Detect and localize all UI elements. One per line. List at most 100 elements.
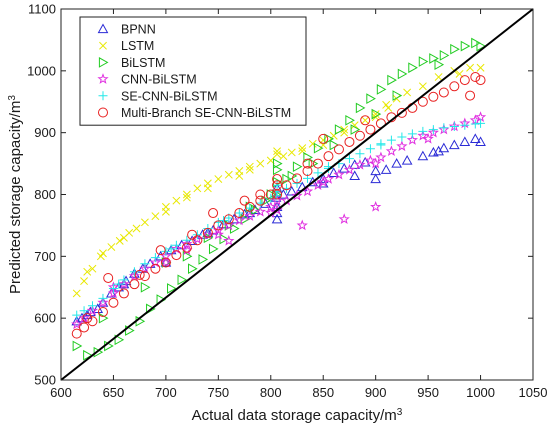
data-point [334,124,345,135]
data-point [235,171,244,180]
data-point [140,218,149,227]
legend-marker [98,91,108,101]
data-point [87,301,97,311]
data-point [198,254,209,265]
data-point [470,72,481,83]
data-point [427,126,440,138]
data-point [439,123,449,133]
data-point [208,208,219,219]
data-point [350,124,361,135]
data-point [333,144,344,155]
data-point [98,312,109,324]
data-point [97,297,109,307]
y-axis-ticks: 500 600 700 800 900 1000 1100 [27,2,533,388]
data-point [223,214,234,225]
x-axis-label-text: Actual data storage capacity/m [192,407,397,424]
data-point [273,147,282,156]
data-point [182,250,193,262]
data-point [302,158,313,169]
data-point [255,189,266,200]
data-point [150,263,161,274]
data-point [354,130,365,141]
data-point [345,114,355,126]
legend-label: CNN-BiLSTM [121,73,197,87]
data-point [233,214,245,226]
data-point [72,310,82,320]
data-point [338,213,350,225]
data-point [165,244,177,255]
y-tick-label: 1000 [27,63,56,78]
data-point [392,90,403,101]
data-point [97,306,108,317]
data-point [219,215,229,225]
data-point [385,145,398,157]
data-point [375,151,387,163]
legend: BPNN LSTM BiLSTM CNN-BiLSTM SE-CNN-BiLSTM Mul… [79,16,307,126]
data-point [234,208,245,219]
data-point [471,37,481,49]
data-point [279,152,288,161]
data-point [308,139,317,148]
data-point [244,210,256,221]
data-point [82,313,93,324]
data-point [192,235,203,246]
data-point [182,193,191,202]
data-point [128,270,141,281]
data-point [397,68,408,80]
data-point [333,168,345,180]
legend-label: SE-CNN-BiLSTM [121,89,218,103]
x-axis-label-superscript: 3 [397,407,403,418]
data-point [470,119,480,129]
data-point [429,53,439,64]
y-tick-label: 800 [34,187,56,202]
data-point [107,287,120,299]
data-point [308,158,319,169]
data-point [329,139,340,151]
data-point [212,228,224,240]
data-point [244,201,255,212]
y-tick-label: 900 [34,125,56,140]
data-point [202,228,214,240]
data-point [313,168,323,178]
legend-marker [97,73,109,84]
data-point [449,121,459,131]
x-tick-label: 900 [365,385,387,400]
data-point [460,40,471,52]
data-point [71,328,82,339]
data-point [177,274,188,286]
legend-marker [99,41,107,50]
data-point [71,318,83,330]
data-point [203,232,214,244]
data-point [376,140,386,150]
data-point [366,93,376,105]
y-axis-label: Predicted storage capacity/m3 [7,95,25,294]
data-point [214,175,223,183]
data-point [354,158,366,170]
legend-box [79,16,307,126]
data-point [323,151,334,162]
data-point [417,96,428,107]
data-point [83,267,92,276]
x-tick-label: 700 [155,385,177,400]
data-point [107,243,116,252]
data-point [408,62,418,74]
data-point [291,189,303,201]
data-point [282,173,293,185]
data-point [417,129,429,141]
x-tick-label: 1000 [466,385,495,400]
data-point [265,189,276,200]
data-point [181,242,192,253]
data-point [224,170,233,179]
data-point [438,142,450,153]
data-point [418,126,428,136]
data-point [433,145,444,156]
data-point [134,269,145,280]
series-cnn-bilstm [71,111,487,330]
data-point [202,227,213,238]
data-point [98,293,108,303]
y-tick-label: 1100 [28,2,56,17]
data-point [83,349,93,361]
data-point [97,296,109,308]
data-point [343,163,356,175]
